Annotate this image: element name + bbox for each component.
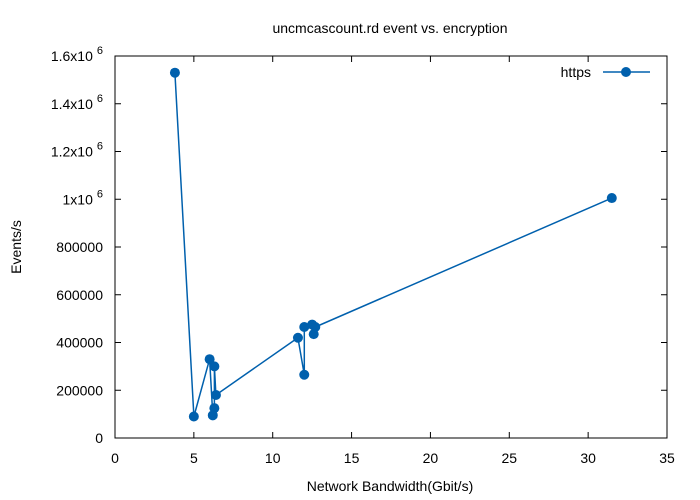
legend-label-https: https — [561, 64, 591, 80]
y-tick-label-exponent: 6 — [97, 45, 103, 57]
y-tick-label-base: 1x10 — [63, 191, 94, 207]
series-line-https — [174, 72, 613, 418]
y-tick-label: 1.4x10 6 — [51, 93, 103, 112]
data-point — [209, 361, 220, 372]
data-point — [299, 369, 310, 380]
y-axis-label: Events/s — [8, 220, 24, 274]
x-tick-label: 35 — [659, 450, 675, 466]
legend-marker-https — [621, 67, 631, 77]
y-tick-label-base: 1.6x10 — [51, 48, 93, 64]
y-tick-label: 1x10 6 — [63, 188, 103, 207]
x-tick-label: 30 — [580, 450, 596, 466]
x-axis: 0 5 10 15 20 25 30 35 — [111, 56, 675, 466]
data-point — [292, 332, 303, 343]
x-tick-label: 20 — [423, 450, 439, 466]
data-point — [299, 321, 310, 332]
y-tick-label-base: 1.2x10 — [51, 144, 93, 160]
y-tick-label: 400000 — [56, 335, 103, 351]
y-tick-label-exponent: 6 — [97, 141, 103, 153]
y-tick-label: 200000 — [56, 382, 103, 398]
x-tick-label: 15 — [344, 450, 360, 466]
y-tick-label-exponent: 6 — [97, 93, 103, 105]
y-tick-label: 1.2x10 6 — [51, 141, 103, 160]
series-layer — [169, 67, 617, 422]
data-point — [606, 193, 617, 204]
data-point — [310, 321, 321, 332]
chart-title: uncmcascount.rd event vs. encryption — [272, 20, 507, 36]
y-tick-label-base: 1.4x10 — [51, 96, 93, 112]
data-point — [188, 411, 199, 422]
legend: https — [561, 64, 650, 80]
data-point — [169, 67, 180, 78]
y-tick-label: 600000 — [56, 287, 103, 303]
x-tick-label: 0 — [111, 450, 119, 466]
y-tick-label: 800000 — [56, 239, 103, 255]
plot-frame — [114, 55, 668, 439]
x-tick-label: 25 — [501, 450, 517, 466]
data-point — [204, 354, 215, 365]
y-tick-label: 1.6x10 6 — [51, 45, 103, 64]
x-tick-label: 10 — [265, 450, 281, 466]
x-tick-label: 5 — [190, 450, 198, 466]
x-axis-label: Network Bandwidth(Gbit/s) — [307, 478, 474, 494]
y-tick-label: 0 — [95, 430, 103, 446]
y-tick-label-exponent: 6 — [97, 188, 103, 200]
data-point — [209, 403, 220, 414]
data-point — [210, 390, 221, 401]
